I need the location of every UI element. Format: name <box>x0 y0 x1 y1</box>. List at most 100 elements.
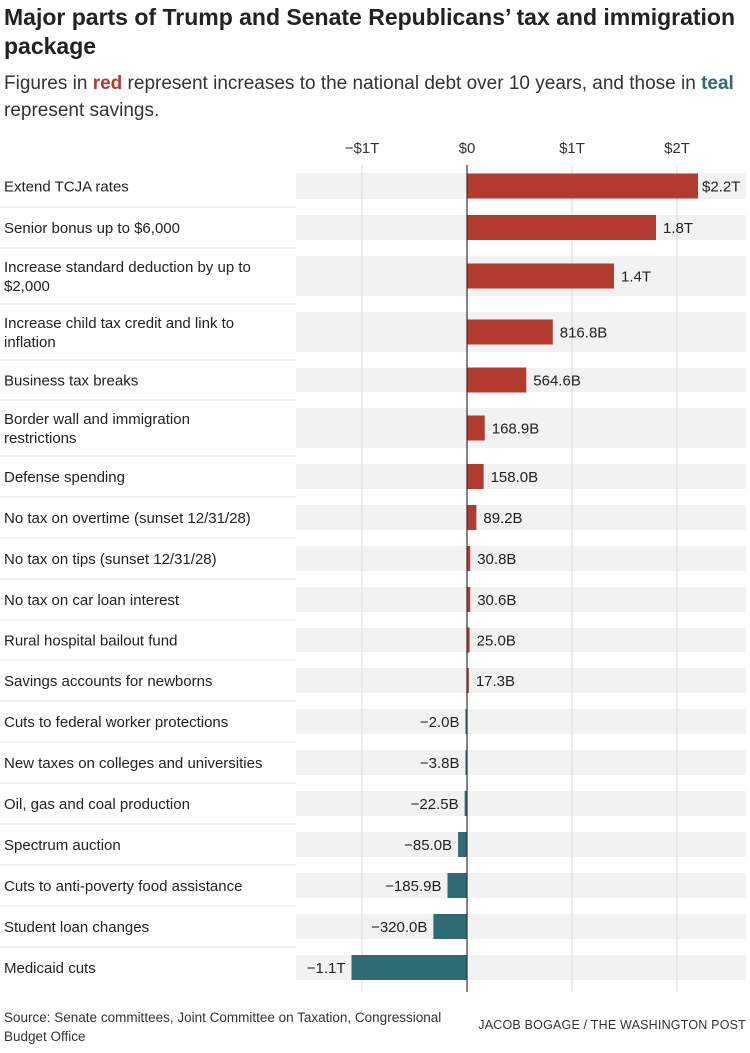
category-label: Border wall and immigration restrictions <box>4 411 190 447</box>
chart-title: Major parts of Trump and Senate Republic… <box>4 4 736 59</box>
category-label-line: Savings accounts for newborns <box>4 673 212 690</box>
category-label-line: Extend TCJA rates <box>4 179 129 196</box>
category-label-line: restrictions <box>4 430 77 447</box>
bar <box>433 914 467 939</box>
bar <box>447 873 467 898</box>
row-background <box>296 709 746 734</box>
category-label: Increase child tax credit and link to inf… <box>4 315 234 351</box>
row-background <box>296 546 746 571</box>
category-label-line: No tax on overtime (sunset 12/31/28) <box>4 510 251 527</box>
x-tick-label: $0 <box>459 140 476 157</box>
source-note: Source: Senate committees, Joint Committ… <box>4 1010 442 1044</box>
value-label: −185.9B <box>385 878 441 895</box>
category-label-line: Increase child tax credit and link to <box>4 315 234 332</box>
value-label: 168.9B <box>492 421 540 438</box>
category-label: No tax on overtime (sunset 12/31/28) <box>4 510 251 527</box>
subtitle-text-3: represent savings. <box>4 100 160 121</box>
row-background <box>296 668 746 693</box>
subtitle-text-2: represent increases to the national debt… <box>122 73 702 94</box>
value-label: 158.0B <box>491 469 539 486</box>
subtitle-teal-keyword: teal <box>701 73 734 94</box>
bar <box>467 587 471 612</box>
bar <box>467 319 553 345</box>
bar <box>467 668 469 693</box>
category-label-line: New taxes on colleges and universities <box>4 755 262 772</box>
category-label-line: Spectrum auction <box>4 837 121 854</box>
row-background <box>296 628 746 652</box>
bar <box>465 750 467 775</box>
value-label: 25.0B <box>477 633 516 650</box>
bar <box>351 955 467 980</box>
row-background <box>296 505 746 530</box>
category-label: Savings accounts for newborns <box>4 673 212 690</box>
category-label: Cuts to federal worker protections <box>4 714 228 731</box>
category-label-line: Defense spending <box>4 469 125 486</box>
category-label: Senior bonus up to $6,000 <box>4 220 180 237</box>
row-background <box>296 464 746 489</box>
value-label: −2.0B <box>420 714 460 731</box>
x-tick-label: −$1T <box>345 140 380 157</box>
bar <box>467 464 484 489</box>
bar <box>467 173 698 199</box>
bar <box>467 215 656 240</box>
value-label: $2.2T <box>702 179 740 196</box>
category-label-line: Student loan changes <box>4 919 149 936</box>
category-label: Extend TCJA rates <box>4 179 129 196</box>
bar <box>467 367 527 393</box>
value-label: 17.3B <box>476 673 515 690</box>
category-label-line: Cuts to federal worker protections <box>4 714 228 731</box>
value-label: 564.6B <box>533 373 581 390</box>
category-label: Student loan changes <box>4 919 149 936</box>
bar <box>467 415 485 441</box>
category-label: Defense spending <box>4 469 125 486</box>
value-label: −1.1T <box>307 960 346 977</box>
value-label: −22.5B <box>411 796 459 813</box>
value-label: −3.8B <box>420 755 460 772</box>
row-background <box>296 832 746 857</box>
chart-subtitle: Figures in red represent increases to th… <box>4 70 746 124</box>
category-label-line: Business tax breaks <box>4 373 138 390</box>
category-label-line: Oil, gas and coal production <box>4 796 190 813</box>
category-label: Business tax breaks <box>4 373 138 390</box>
subtitle-text-1: Figures in <box>4 73 93 94</box>
row-background <box>296 587 746 612</box>
category-label-line: Rural hospital bailout fund <box>4 633 177 650</box>
value-label: −320.0B <box>371 919 427 936</box>
category-label: Oil, gas and coal production <box>4 796 190 813</box>
row-background <box>296 791 746 816</box>
bar <box>467 627 470 653</box>
category-label-line: Increase standard deduction by up to <box>4 259 251 276</box>
category-label: Spectrum auction <box>4 837 121 854</box>
value-label: −85.0B <box>404 837 452 854</box>
category-label-line: Senior bonus up to $6,000 <box>4 220 180 237</box>
category-label: Cuts to anti-poverty food assistance <box>4 878 242 895</box>
row-background <box>296 914 746 939</box>
category-label: New taxes on colleges and universities <box>4 755 262 772</box>
row-background <box>296 408 746 448</box>
category-label-line: $2,000 <box>4 278 50 295</box>
category-label-line: No tax on tips (sunset 12/31/28) <box>4 551 217 568</box>
row-background <box>296 873 746 898</box>
value-label: 1.4T <box>621 269 651 286</box>
category-label: Increase standard deduction by up to $2,0… <box>4 259 251 295</box>
value-label: 816.8B <box>560 325 608 342</box>
category-label: No tax on car loan interest <box>4 592 180 609</box>
bar <box>458 832 467 857</box>
category-label-line: No tax on car loan interest <box>4 592 180 609</box>
bar-chart: −$1T $0 $1T $2T Extend TCJA rates $2.2T Senior… <box>0 140 746 992</box>
bar <box>467 263 614 289</box>
subtitle-red-keyword: red <box>92 73 123 94</box>
value-label: 1.8T <box>663 220 693 237</box>
category-label: No tax on tips (sunset 12/31/28) <box>4 551 217 568</box>
category-label-line: Medicaid cuts <box>4 960 96 977</box>
bar <box>467 505 477 530</box>
credit-line: JACOB BOGAGE / THE WASHINGTON POST <box>478 1018 746 1032</box>
value-label: 30.6B <box>477 592 516 609</box>
category-label-line: inflation <box>4 334 56 351</box>
bar <box>467 546 471 571</box>
value-label: 30.8B <box>477 551 516 568</box>
bar <box>464 791 467 816</box>
x-tick-label: $2T <box>664 140 690 157</box>
category-label: Rural hospital bailout fund <box>4 633 177 650</box>
